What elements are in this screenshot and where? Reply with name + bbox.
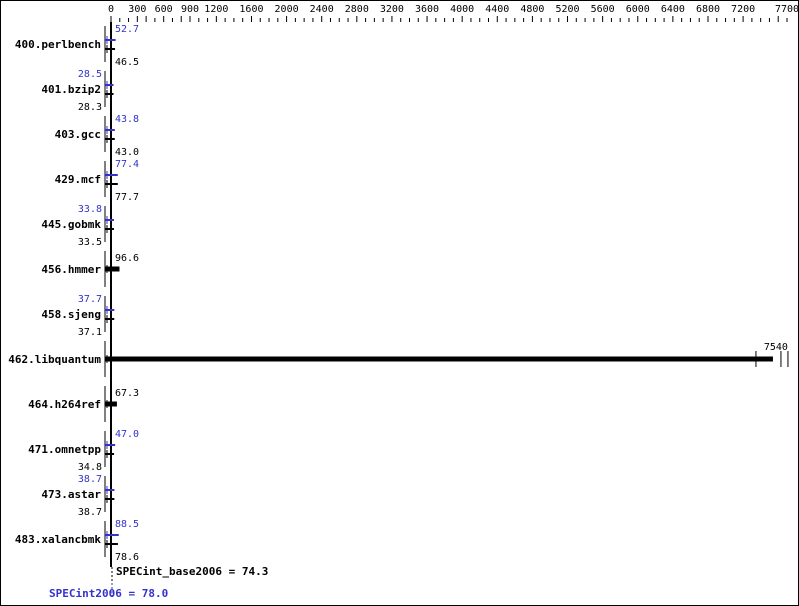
benchmark-label: 458.sjeng [41, 308, 101, 321]
x-tick-label: 7200 [731, 4, 755, 15]
x-tick-label: 6800 [696, 4, 720, 15]
x-tick-label: 2800 [345, 4, 369, 15]
x-tick-label: 4400 [485, 4, 509, 15]
base-value-label: 77.7 [115, 192, 139, 203]
x-tick-label: 3200 [380, 4, 404, 15]
x-tick-label: 2000 [275, 4, 299, 15]
peak-value-label: 38.7 [78, 474, 102, 485]
x-tick-label: 1200 [204, 4, 228, 15]
base-value-label: 38.7 [78, 507, 102, 518]
peak-value-label: 77.4 [115, 159, 139, 170]
x-tick-label: 300 [128, 4, 146, 15]
base-value-label: 46.5 [115, 57, 139, 68]
benchmark-label: 445.gobmk [41, 218, 101, 231]
base-value-label: 78.6 [115, 552, 139, 563]
peak-value-label: 43.8 [115, 114, 139, 125]
x-tick-label: 5200 [555, 4, 579, 15]
x-tick-label: 6000 [626, 4, 650, 15]
benchmark-label: 473.astar [41, 488, 101, 501]
benchmark-label: 483.xalancbmk [15, 533, 101, 546]
x-tick-label: 2400 [310, 4, 334, 15]
x-tick-label: 6400 [661, 4, 685, 15]
x-tick-label: 5600 [591, 4, 615, 15]
peak-value-label: 33.8 [78, 204, 102, 215]
peak-value-label: 88.5 [115, 519, 139, 530]
benchmark-label: 464.h264ref [28, 398, 101, 411]
peak-value-label: 52.7 [115, 24, 139, 35]
base-value-label: 28.3 [78, 102, 102, 113]
peak-value-label: 37.7 [78, 294, 102, 305]
benchmark-label: 456.hmmer [41, 263, 101, 276]
base-value-label: 37.1 [78, 327, 102, 338]
peak-summary-label: SPECint2006 = 78.0 [49, 587, 168, 600]
base-summary-label: SPECint_base2006 = 74.3 [116, 565, 268, 578]
base-value-label: 34.8 [78, 462, 102, 473]
benchmark-label: 400.perlbench [15, 38, 101, 51]
peak-value-label: 28.5 [78, 69, 102, 80]
x-tick-label: 4000 [450, 4, 474, 15]
x-tick-label: 3600 [415, 4, 439, 15]
benchmark-label: 471.omnetpp [28, 443, 101, 456]
benchmark-label: 401.bzip2 [41, 83, 101, 96]
base-value-label: 96.6 [115, 253, 139, 264]
x-tick-label: 900 [181, 4, 199, 15]
x-tick-label: 600 [155, 4, 173, 15]
peak-value-label: 47.0 [115, 429, 139, 440]
benchmark-label: 462.libquantum [8, 353, 101, 366]
base-value-label: 33.5 [78, 237, 102, 248]
x-tick-label: 4800 [520, 4, 544, 15]
base-value-label: 43.0 [115, 147, 139, 158]
base-value-label: 7540 [764, 342, 788, 353]
base-value-label: 67.3 [115, 388, 139, 399]
x-tick-label: 7700 [775, 4, 798, 15]
x-tick-label: 1600 [239, 4, 263, 15]
x-tick-label: 0 [108, 4, 114, 15]
benchmark-label: 403.gcc [55, 128, 101, 141]
benchmark-label: 429.mcf [55, 173, 101, 186]
